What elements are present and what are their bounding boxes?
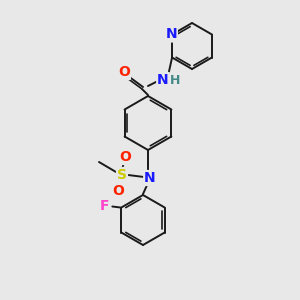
Text: N: N: [165, 28, 177, 41]
Text: S: S: [117, 168, 127, 182]
Text: O: O: [119, 150, 131, 164]
Text: F: F: [100, 200, 109, 214]
Text: O: O: [118, 65, 130, 79]
Text: H: H: [170, 74, 180, 88]
Text: O: O: [112, 184, 124, 198]
Text: N: N: [144, 171, 156, 185]
Text: N: N: [157, 73, 169, 87]
